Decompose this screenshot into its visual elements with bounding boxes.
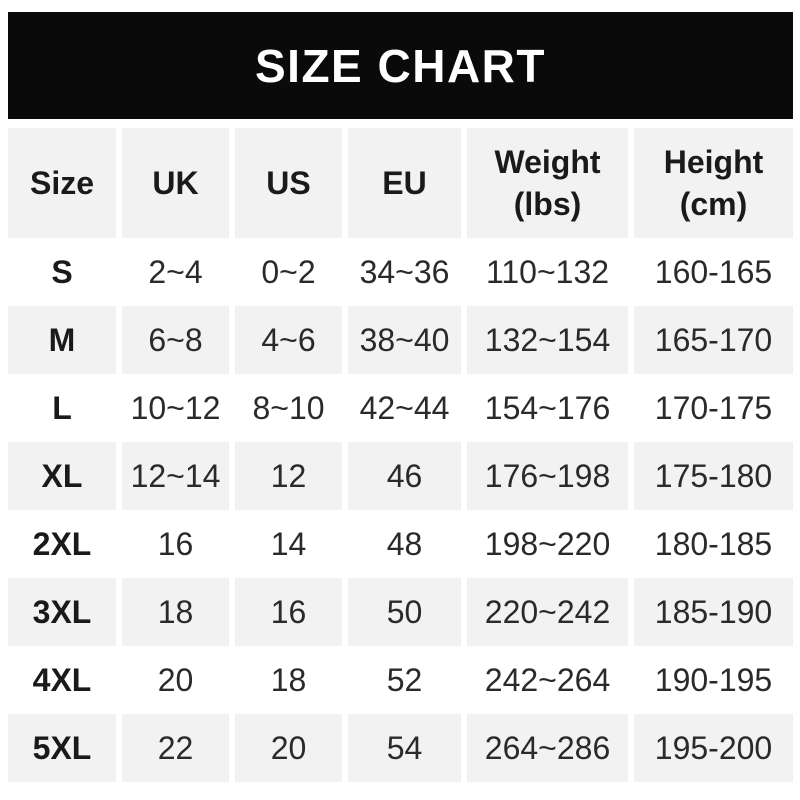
us-cell: 20 [235,714,342,782]
height-cell: 160-165 [654,253,773,290]
weight-cell: 176~198 [467,442,628,510]
column-header-us: US [235,128,342,238]
table-row-4xl: 4XL 20 18 52 242~264 190-195 [8,646,793,714]
us-cell: 8~10 [252,389,325,426]
size-cell: L [52,389,72,426]
title-banner: SIZE CHART [8,12,793,119]
eu-cell: 52 [386,661,423,698]
column-header-uk: UK [122,128,229,238]
eu-cell: 46 [348,442,461,510]
eu-cell: 38~40 [348,306,461,374]
uk-cell: 20 [157,661,194,698]
size-cell: 3XL [8,578,116,646]
column-header-height: Height (cm) [634,128,793,238]
weight-cell: 110~132 [485,253,610,290]
size-cell: S [51,253,73,290]
table-row-l: L 10~12 8~10 42~44 154~176 170-175 [8,374,793,442]
weight-cell: 154~176 [484,389,611,426]
uk-cell: 2~4 [148,253,203,290]
eu-cell: 54 [348,714,461,782]
us-cell: 0~2 [261,253,316,290]
weight-cell: 132~154 [467,306,628,374]
table-row-xl: XL 12~14 12 46 176~198 175-180 [8,442,793,510]
column-header-weight: Weight (lbs) [467,128,628,238]
weight-cell: 220~242 [467,578,628,646]
size-cell: 4XL [32,661,92,698]
size-cell: 2XL [32,525,92,562]
table-row-2xl: 2XL 16 14 48 198~220 180-185 [8,510,793,578]
eu-cell: 48 [386,525,423,562]
uk-cell: 16 [157,525,194,562]
height-cell: 180-185 [654,525,773,562]
size-table: Size UK US EU Weight (lbs) Height (cm) S… [8,128,793,782]
us-cell: 12 [235,442,342,510]
column-header-eu: EU [348,128,461,238]
height-cell: 175-180 [634,442,793,510]
size-cell: XL [8,442,116,510]
size-cell: 5XL [8,714,116,782]
size-table-body: S 2~4 0~2 34~36 110~132 160-165 M 6~8 4~6 38~40 13… [8,238,793,782]
us-cell: 16 [235,578,342,646]
table-row-m: M 6~8 4~6 38~40 132~154 165-170 [8,306,793,374]
height-cell: 190-195 [654,661,773,698]
us-cell: 4~6 [235,306,342,374]
uk-cell: 6~8 [122,306,229,374]
eu-cell: 42~44 [359,389,450,426]
weight-cell: 198~220 [484,525,611,562]
table-header-row: Size UK US EU Weight (lbs) Height (cm) [8,128,793,238]
table-row-s: S 2~4 0~2 34~36 110~132 160-165 [8,238,793,306]
size-cell: M [8,306,116,374]
uk-cell: 18 [122,578,229,646]
eu-cell: 34~36 [359,253,450,290]
table-row-3xl: 3XL 18 16 50 220~242 185-190 [8,578,793,646]
page-title: SIZE CHART [255,39,546,92]
weight-cell: 264~286 [467,714,628,782]
eu-cell: 50 [348,578,461,646]
height-cell: 170-175 [654,389,773,426]
uk-cell: 12~14 [122,442,229,510]
us-cell: 18 [270,661,307,698]
height-cell: 195-200 [634,714,793,782]
height-cell: 185-190 [634,578,793,646]
height-cell: 165-170 [634,306,793,374]
uk-cell: 22 [122,714,229,782]
weight-cell: 242~264 [484,661,611,698]
table-row-5xl: 5XL 22 20 54 264~286 195-200 [8,714,793,782]
uk-cell: 10~12 [130,389,221,426]
us-cell: 14 [270,525,307,562]
column-header-size: Size [8,128,116,238]
